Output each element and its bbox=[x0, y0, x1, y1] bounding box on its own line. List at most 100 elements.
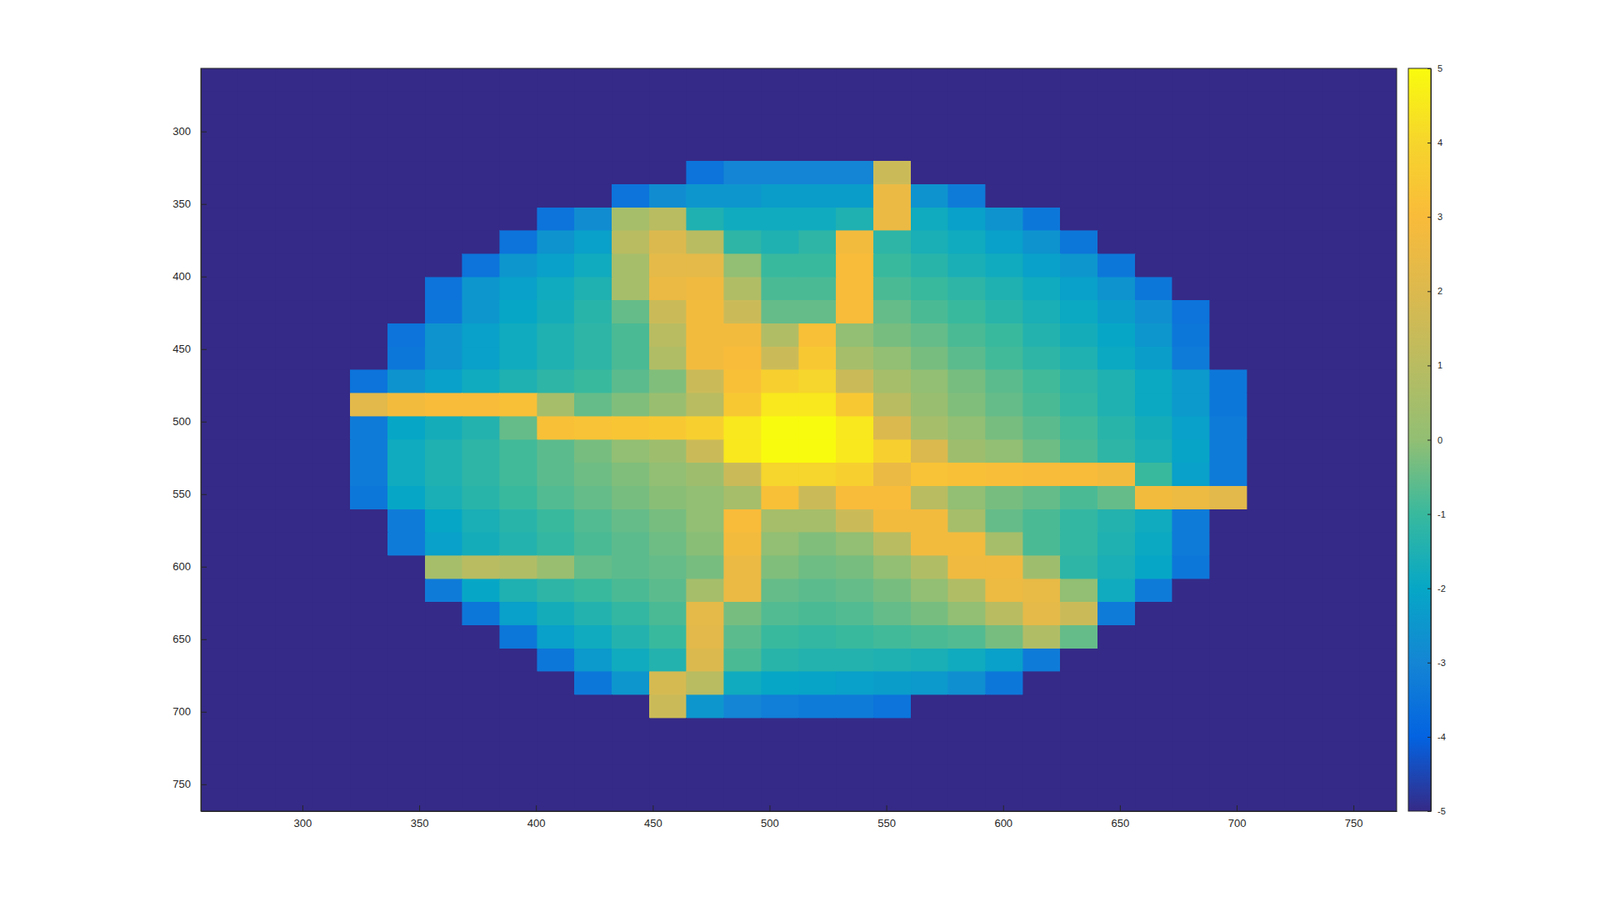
heatmap-cell bbox=[649, 671, 687, 695]
y-axis-tick-mark bbox=[200, 421, 207, 423]
heatmap-cell bbox=[985, 230, 1024, 255]
heatmap-cell bbox=[238, 416, 276, 440]
heatmap-cell bbox=[649, 648, 687, 672]
heatmap-cell bbox=[1060, 625, 1098, 649]
heatmap-cell bbox=[574, 718, 612, 742]
heatmap-cell bbox=[1060, 555, 1098, 580]
heatmap-cell bbox=[574, 115, 612, 139]
heatmap-cell bbox=[611, 230, 650, 255]
heatmap-cell bbox=[574, 393, 612, 417]
heatmap-cell bbox=[1359, 671, 1397, 695]
heatmap-cell bbox=[500, 323, 538, 347]
heatmap-cell bbox=[425, 509, 463, 533]
heatmap-cell bbox=[1359, 416, 1397, 440]
heatmap-cell bbox=[238, 440, 276, 464]
heatmap-cell bbox=[724, 138, 762, 162]
heatmap-cell bbox=[1023, 695, 1061, 719]
heatmap-cell bbox=[1172, 115, 1210, 139]
heatmap-cell bbox=[1172, 695, 1210, 719]
colorbar-axis-tick-mark bbox=[1427, 68, 1431, 70]
heatmap-cell bbox=[238, 68, 276, 92]
heatmap-cell bbox=[1097, 370, 1135, 394]
heatmap-cell bbox=[1210, 532, 1248, 556]
heatmap-cell bbox=[200, 323, 239, 347]
x-axis-tick-label: 550 bbox=[877, 816, 896, 830]
heatmap-cell bbox=[1247, 648, 1285, 672]
heatmap-cell bbox=[1359, 555, 1397, 580]
heatmap-cell bbox=[425, 787, 463, 811]
heatmap-cell bbox=[1023, 555, 1061, 580]
heatmap-cell bbox=[1060, 254, 1098, 278]
heatmap-cell bbox=[462, 509, 500, 533]
heatmap-cell bbox=[1135, 671, 1173, 695]
heatmap-cell bbox=[1284, 393, 1322, 417]
heatmap-cell bbox=[1359, 532, 1397, 556]
heatmap-cell bbox=[948, 648, 986, 672]
heatmap-cell bbox=[200, 625, 239, 649]
heatmap-cell bbox=[1321, 532, 1360, 556]
heatmap-cell bbox=[275, 740, 314, 765]
heatmap-cell bbox=[313, 91, 351, 115]
heatmap-cell bbox=[387, 184, 425, 208]
heatmap-cell bbox=[1172, 509, 1210, 533]
y-axis-tick-label: 450 bbox=[172, 342, 191, 355]
heatmap-cell bbox=[200, 207, 239, 231]
heatmap-cell bbox=[275, 579, 314, 603]
heatmap-cell bbox=[1247, 555, 1285, 580]
heatmap-cell bbox=[948, 740, 986, 765]
heatmap-cell bbox=[500, 346, 538, 370]
heatmap-cell bbox=[574, 462, 612, 486]
heatmap-cell bbox=[1060, 532, 1098, 556]
heatmap-cell bbox=[1247, 160, 1285, 185]
heatmap-cell bbox=[462, 601, 500, 625]
heatmap-cell bbox=[313, 509, 351, 533]
heatmap-cell bbox=[275, 532, 314, 556]
heatmap-cell bbox=[985, 254, 1024, 278]
heatmap-cell bbox=[238, 579, 276, 603]
heatmap-cell bbox=[1247, 115, 1285, 139]
heatmap-cell bbox=[1097, 764, 1135, 788]
heatmap-cell bbox=[238, 138, 276, 162]
heatmap-cell bbox=[350, 160, 388, 185]
heatmap-cell bbox=[1135, 740, 1173, 765]
heatmap-cell bbox=[799, 416, 837, 440]
heatmap-cell bbox=[313, 740, 351, 765]
heatmap-cell bbox=[1359, 601, 1397, 625]
heatmap-cell bbox=[686, 91, 725, 115]
heatmap-cell bbox=[1247, 440, 1285, 464]
heatmap-cell bbox=[873, 462, 911, 486]
heatmap-cell bbox=[761, 579, 800, 603]
heatmap-cell bbox=[1023, 485, 1061, 510]
heatmap-cell bbox=[1060, 346, 1098, 370]
heatmap-cell bbox=[910, 625, 949, 649]
heatmap-cell bbox=[500, 115, 538, 139]
heatmap-cell bbox=[1247, 740, 1285, 765]
heatmap-cell bbox=[275, 115, 314, 139]
heatmap-cell bbox=[1284, 207, 1322, 231]
heatmap-cell bbox=[574, 277, 612, 301]
heatmap-cell bbox=[1321, 462, 1360, 486]
heatmap-cell bbox=[462, 532, 500, 556]
x-axis-tick: 550 bbox=[877, 805, 896, 830]
heatmap-cell bbox=[1321, 416, 1360, 440]
heatmap-cell bbox=[462, 485, 500, 510]
heatmap-cell bbox=[649, 416, 687, 440]
heatmap-cell bbox=[1247, 277, 1285, 301]
heatmap-cell bbox=[686, 509, 725, 533]
heatmap-cell bbox=[313, 695, 351, 719]
heatmap-cell bbox=[611, 254, 650, 278]
heatmap-cell bbox=[1097, 254, 1135, 278]
heatmap-cell bbox=[1321, 160, 1360, 185]
heatmap-cell bbox=[275, 393, 314, 417]
heatmap-cell bbox=[1135, 648, 1173, 672]
heatmap-cell bbox=[799, 68, 837, 92]
y-axis-tick-label: 550 bbox=[172, 487, 191, 500]
heatmap-cell bbox=[350, 184, 388, 208]
colorbar-axis-tick: 0 bbox=[1427, 435, 1443, 445]
heatmap-cell bbox=[1247, 462, 1285, 486]
heatmap-cell bbox=[574, 787, 612, 811]
heatmap-cell bbox=[873, 579, 911, 603]
heatmap-cell bbox=[275, 625, 314, 649]
heatmap-cell bbox=[1284, 254, 1322, 278]
heatmap-cell bbox=[1172, 416, 1210, 440]
